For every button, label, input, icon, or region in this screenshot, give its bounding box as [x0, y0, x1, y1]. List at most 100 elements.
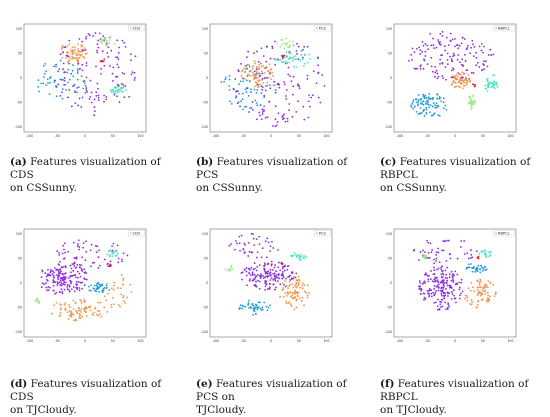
- data-point: [75, 257, 78, 260]
- data-point: [69, 279, 71, 282]
- x-tick-label: -100: [396, 134, 403, 138]
- data-point: [452, 273, 454, 275]
- data-point: [437, 114, 439, 117]
- data-point: [434, 106, 437, 109]
- data-point: [462, 72, 465, 75]
- data-point: [269, 283, 271, 285]
- data-point: [455, 301, 457, 304]
- data-point: [272, 272, 275, 275]
- y-tick-label: 50: [18, 256, 22, 260]
- data-point: [224, 76, 227, 79]
- data-point: [66, 71, 69, 74]
- data-point: [469, 52, 472, 55]
- data-point: [476, 306, 479, 309]
- data-point: [111, 250, 114, 252]
- data-point: [440, 287, 443, 290]
- data-point: [291, 283, 294, 286]
- data-point: [486, 80, 489, 83]
- data-point: [452, 52, 455, 55]
- data-point: [446, 279, 449, 282]
- data-point: [473, 290, 475, 292]
- data-point: [450, 82, 453, 85]
- data-point: [445, 260, 448, 262]
- data-point: [476, 303, 479, 306]
- data-point: [295, 283, 297, 285]
- data-point: [269, 84, 271, 87]
- data-point: [42, 82, 45, 85]
- data-point: [479, 286, 482, 289]
- data-point: [246, 284, 249, 287]
- data-point: [252, 307, 255, 310]
- data-point: [489, 250, 492, 253]
- data-point: [468, 78, 470, 81]
- data-point: [422, 44, 425, 47]
- data-point: [255, 91, 258, 94]
- data-point: [87, 32, 90, 35]
- data-point: [282, 42, 285, 45]
- data-point: [96, 245, 99, 248]
- data-point: [234, 78, 237, 80]
- data-point: [472, 43, 474, 46]
- y-tick-label: 0: [390, 76, 392, 80]
- data-point: [470, 249, 472, 251]
- data-point: [71, 53, 73, 56]
- data-point: [486, 297, 489, 299]
- data-point: [270, 240, 273, 243]
- data-point: [301, 287, 304, 290]
- data-point: [303, 53, 306, 56]
- data-point: [282, 287, 285, 289]
- data-point: [470, 282, 473, 284]
- data-point: [484, 283, 487, 286]
- y-tick-label: 0: [206, 76, 208, 80]
- legend-box: [493, 230, 515, 237]
- data-point: [73, 290, 76, 293]
- data-point: [80, 106, 83, 108]
- data-point: [52, 274, 55, 277]
- data-point: [449, 32, 452, 35]
- data-point: [108, 250, 111, 252]
- data-point: [288, 103, 291, 105]
- data-point: [61, 292, 64, 295]
- data-point: [267, 70, 270, 73]
- data-point: [300, 253, 302, 256]
- data-point: [295, 255, 298, 258]
- data-point: [88, 97, 91, 100]
- data-point: [266, 77, 269, 79]
- data-point: [482, 51, 484, 54]
- data-point: [285, 98, 288, 100]
- legend-box: [493, 25, 515, 32]
- data-point: [482, 298, 484, 301]
- data-point: [76, 54, 79, 57]
- data-point: [281, 116, 284, 118]
- data-point: [84, 259, 87, 261]
- data-point: [486, 286, 489, 289]
- data-point: [274, 91, 277, 94]
- data-point: [68, 285, 71, 288]
- data-point: [477, 255, 480, 258]
- data-point: [97, 87, 99, 90]
- data-point: [419, 68, 422, 70]
- data-point: [242, 108, 244, 111]
- data-point: [496, 85, 499, 88]
- data-point: [245, 56, 248, 59]
- data-point: [56, 250, 59, 252]
- data-point: [424, 251, 426, 254]
- data-point: [291, 296, 294, 299]
- data-point: [285, 285, 288, 287]
- data-point: [110, 306, 113, 309]
- data-point: [252, 65, 254, 68]
- data-point: [478, 252, 481, 255]
- data-point: [73, 265, 76, 267]
- data-point: [100, 72, 102, 75]
- data-point: [40, 276, 43, 279]
- data-point: [285, 42, 287, 45]
- data-point: [274, 125, 277, 128]
- data-point: [52, 271, 55, 274]
- data-point: [98, 40, 101, 43]
- data-point: [255, 238, 258, 241]
- data-point: [258, 280, 261, 283]
- data-point: [37, 85, 40, 88]
- data-point: [437, 39, 439, 41]
- data-point: [112, 303, 115, 306]
- y-tick-label: -50: [387, 101, 392, 105]
